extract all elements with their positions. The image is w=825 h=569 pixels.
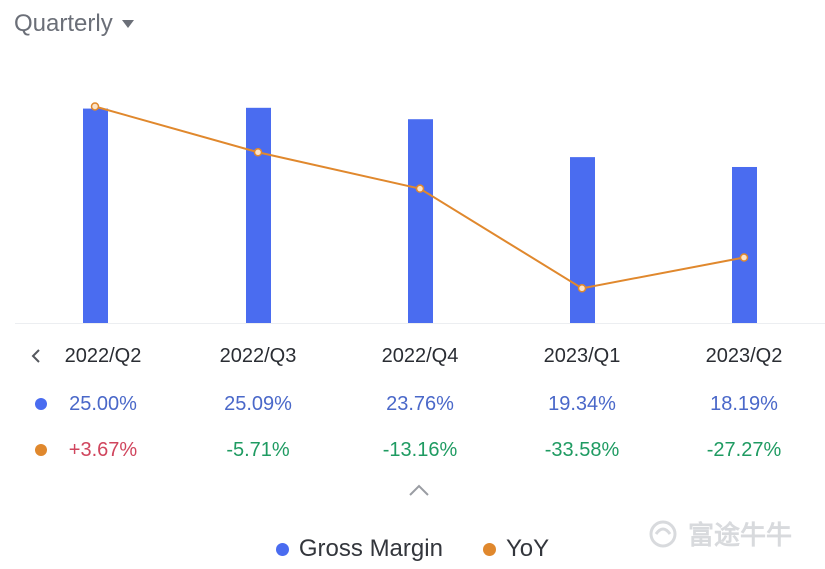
legend: Gross Margin YoY [0, 532, 825, 566]
yoy-point-2022/Q2 [90, 102, 100, 111]
legend-label-gross-margin: Gross Margin [298, 535, 443, 562]
bar-2022/Q3 [246, 107, 271, 324]
caret-down-icon [121, 20, 134, 28]
category-label: 2022/Q3 [219, 345, 297, 367]
yoy-row: +3.67% -5.71% -13.16% -33.58% -27.27% [0, 434, 825, 466]
period-selector-label: Quarterly [14, 10, 113, 37]
yoy-value: -27.27% [706, 439, 782, 461]
yoy-dot [35, 444, 47, 456]
bar-2022/Q4 [408, 119, 433, 323]
yoy-point-2022/Q3 [253, 148, 263, 157]
legend-item-gross-margin[interactable]: Gross Margin [275, 535, 443, 563]
legend-dot-gross-margin [275, 542, 289, 556]
period-selector[interactable]: Quarterly [14, 10, 135, 38]
yoy-value: -33.58% [544, 439, 620, 461]
legend-label-yoy: YoY [505, 535, 550, 562]
chevron-left-icon[interactable] [30, 348, 42, 364]
category-label: 2022/Q2 [64, 345, 142, 367]
gross-margin-value: 25.00% [69, 393, 137, 415]
yoy-point-2023/Q2 [739, 253, 749, 262]
gross-margin-row: 25.00% 25.09% 23.76% 19.34% 18.19% [0, 388, 825, 420]
gross-margin-value: 23.76% [386, 393, 454, 415]
category-label: 2023/Q1 [543, 345, 621, 367]
watermark-text: 富途牛牛 [688, 520, 793, 550]
watermark: 富途牛牛 [646, 515, 792, 552]
yoy-point-2023/Q1 [577, 284, 587, 293]
category-label: 2022/Q4 [381, 345, 459, 367]
yoy-point-2022/Q4 [415, 184, 425, 193]
gross-margin-chart [15, 102, 825, 324]
gross-margin-value: 19.34% [548, 393, 616, 415]
futu-logo-icon [649, 520, 677, 547]
legend-dot-yoy [482, 542, 496, 556]
gross-margin-value: 25.09% [224, 393, 292, 415]
chevron-up-icon[interactable] [408, 483, 430, 497]
bar-2022/Q2 [83, 108, 108, 323]
yoy-value: -5.71% [226, 439, 290, 461]
bar-2023/Q1 [570, 157, 595, 323]
legend-item-yoy[interactable]: YoY [482, 535, 550, 563]
yoy-value: -13.16% [382, 439, 458, 461]
gross-margin-dot [35, 398, 47, 410]
category-label: 2023/Q2 [705, 345, 783, 367]
gross-margin-value: 18.19% [710, 393, 778, 415]
bar-2023/Q2 [732, 166, 757, 323]
category-row: 2022/Q2 2022/Q3 2022/Q4 2023/Q1 2023/Q2 [0, 340, 825, 372]
yoy-value: +3.67% [68, 439, 138, 461]
